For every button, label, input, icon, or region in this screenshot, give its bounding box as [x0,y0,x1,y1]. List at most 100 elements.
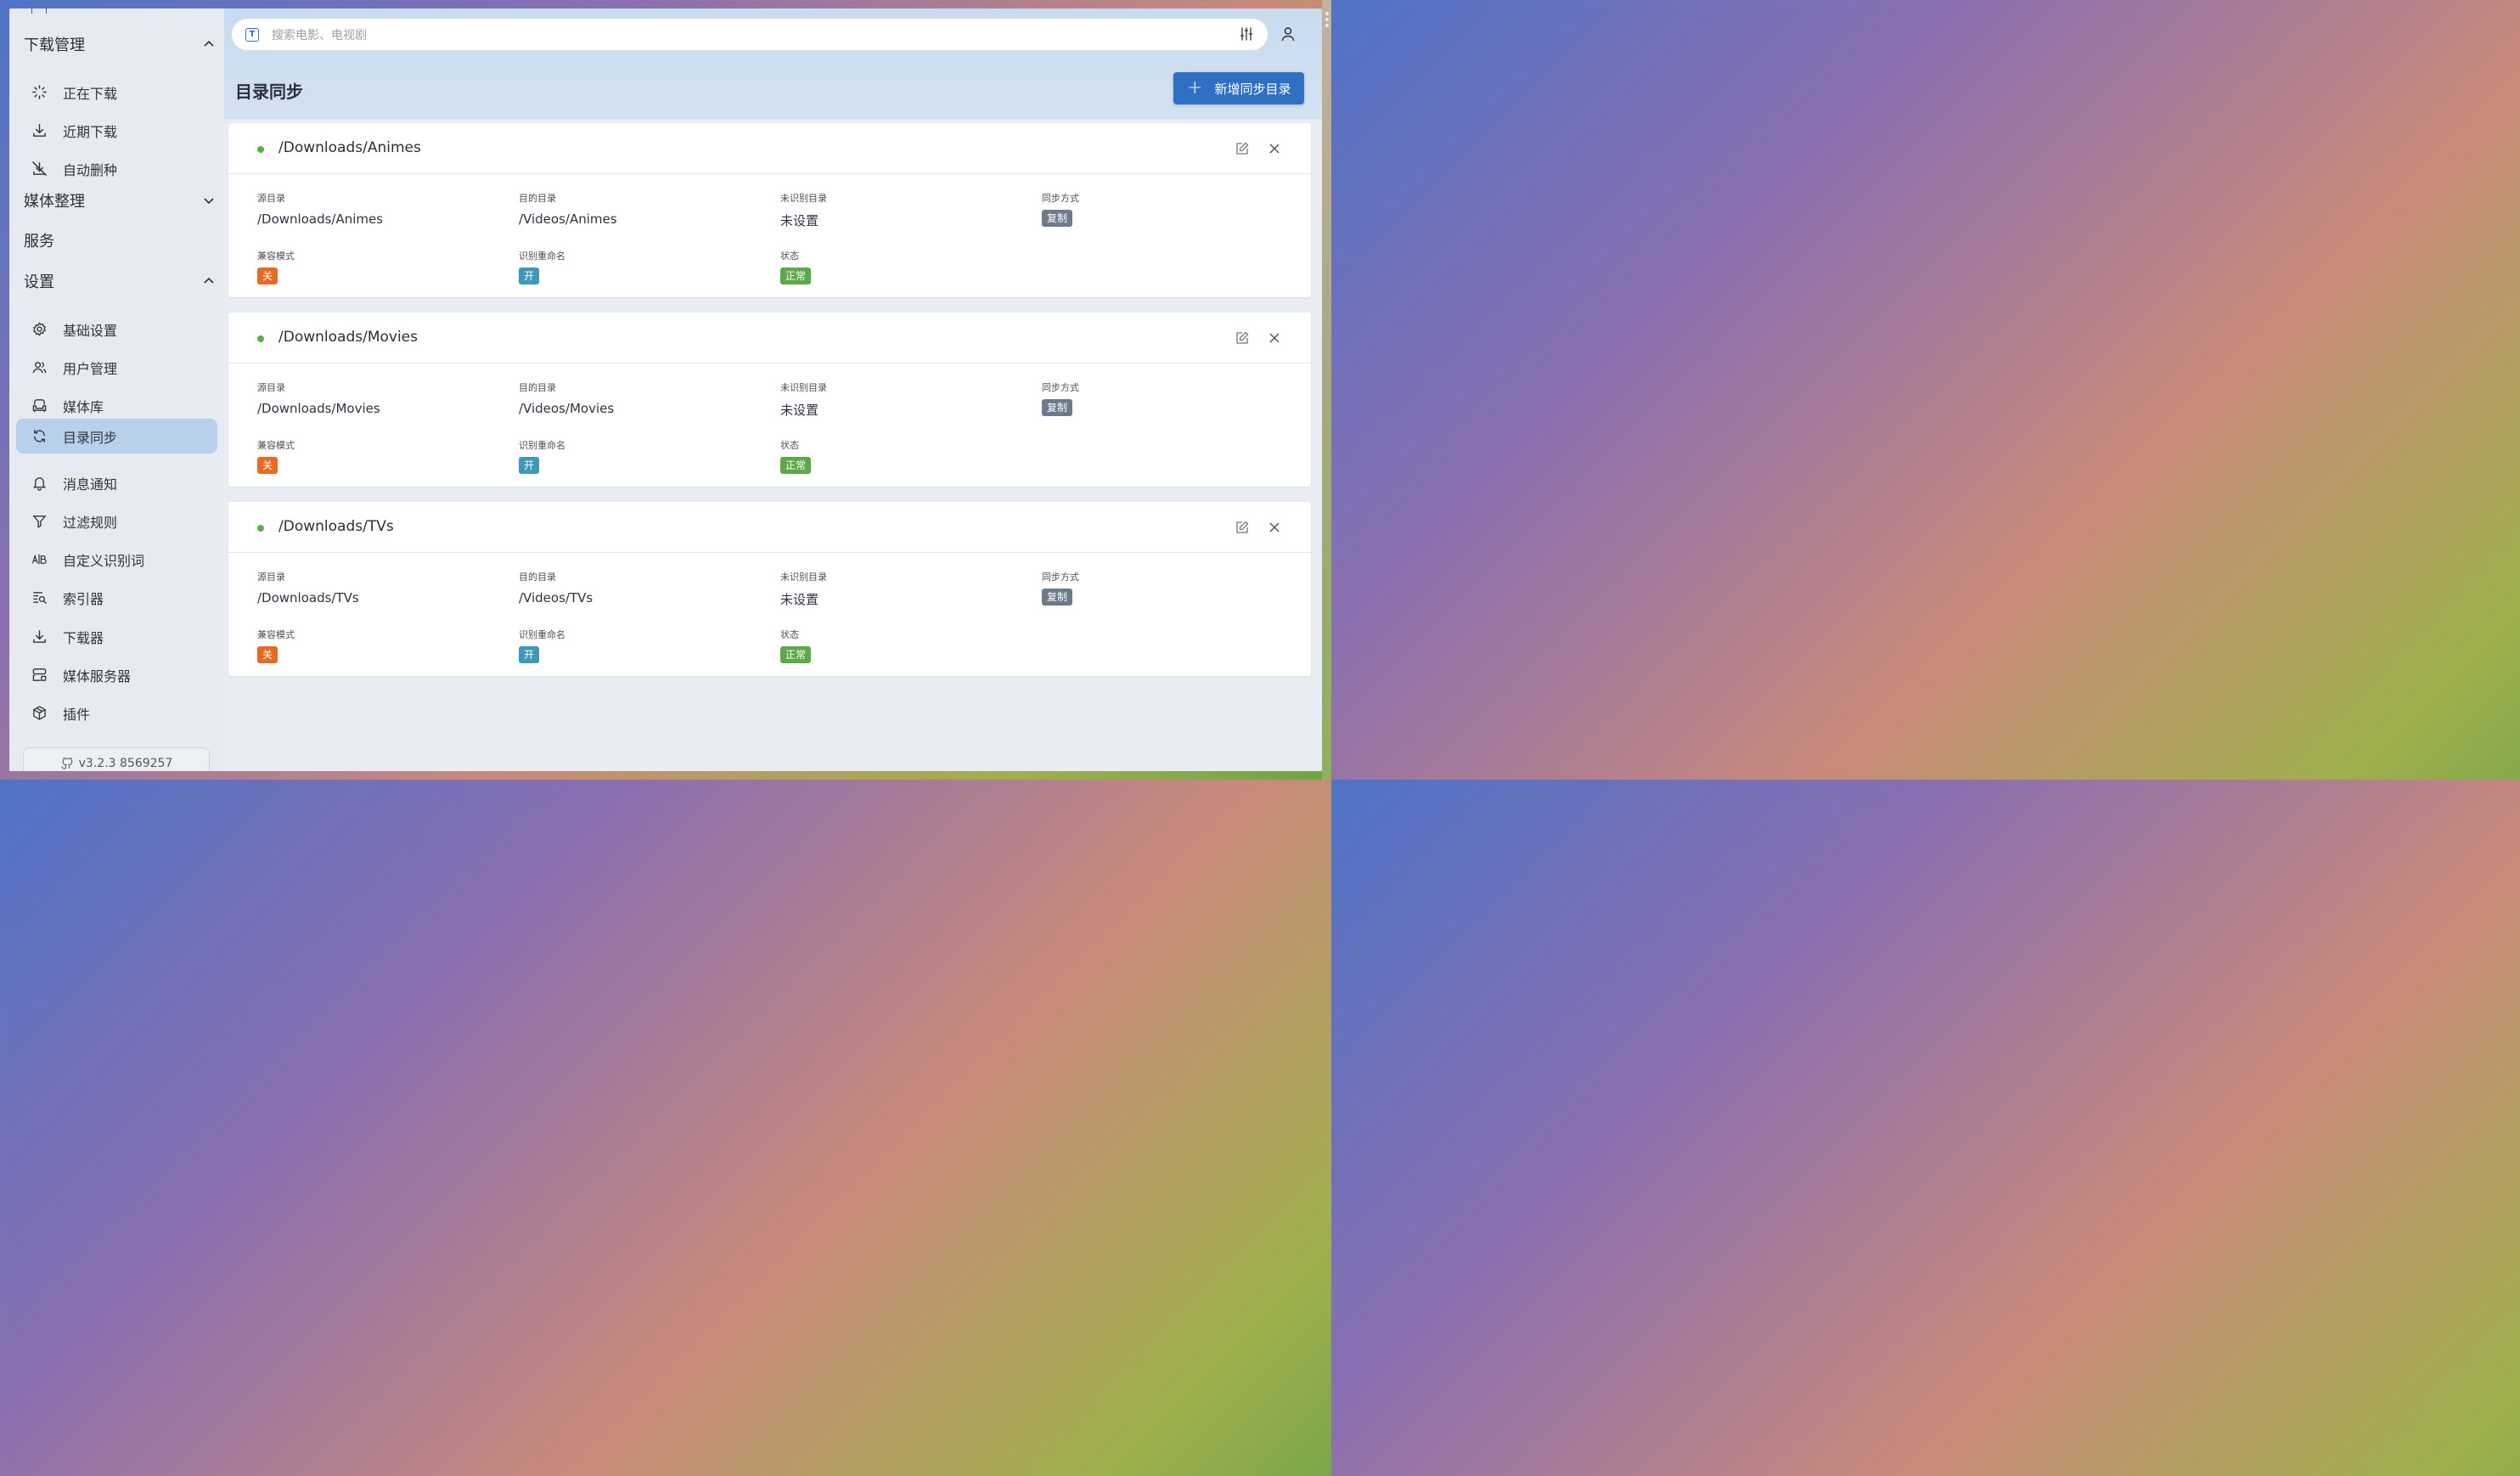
download-icon [31,122,48,139]
sliders-icon[interactable] [1239,26,1254,42]
field-label: 未识别目录 [780,382,827,393]
card-header: /Downloads/Animes [228,123,1311,174]
loader-icon [31,84,48,101]
field-label: 同步方式 [1042,572,1079,583]
edit-icon[interactable] [1235,141,1250,156]
close-icon[interactable] [1268,331,1281,345]
field-label: 目的目录 [519,572,556,583]
field-status: 状态 正常 [780,438,812,474]
search-bar[interactable]: T 搜索电影、电视剧 [232,19,1268,50]
user-icon[interactable] [1280,25,1297,42]
sidebar-item-library[interactable]: 媒体库 [16,388,217,423]
add-sync-dir-label: 新增同步目录 [1214,81,1291,97]
sidebar-item-auto-delete[interactable]: 自动删种 [16,151,217,186]
edit-icon[interactable] [1235,520,1250,535]
field-mode: 同步方式 复制 [1042,380,1079,416]
package-icon [31,705,48,722]
clipped-menu-item [31,8,116,14]
compat-badge: 关 [257,457,278,474]
sidebar-item-downloader[interactable]: 下载器 [16,619,217,654]
text-recognition-icon [31,551,48,568]
add-sync-dir-button[interactable]: + 新增同步目录 [1173,72,1304,104]
compat-badge: 关 [257,646,278,663]
sidebar-item-basic-settings[interactable]: 基础设置 [16,312,217,346]
sidebar-item-label: 媒体服务器 [63,668,132,684]
sidebar-item-plugins[interactable]: 插件 [16,696,217,730]
download-icon [31,628,48,645]
card-title: /Downloads/Movies [278,329,418,346]
github-icon [60,757,72,769]
field-unknown: 未识别目录 未设置 [780,380,827,419]
field-label: 源目录 [257,193,285,204]
field-rename: 识别重命名 开 [519,249,565,284]
edit-icon[interactable] [1235,330,1250,346]
sidebar-item-filter-rules[interactable]: 过滤规则 [16,504,217,538]
status-badge: 正常 [780,457,812,474]
field-label: 目的目录 [519,193,556,204]
field-label: 目的目录 [519,382,556,393]
rename-badge: 开 [519,646,540,663]
sync-dir-card: /Downloads/Movies 源目录 /Downloads/Movies … [228,313,1311,487]
card-title: /Downloads/TVs [278,518,394,535]
field-value: 未设置 [780,403,819,418]
sidebar-item-label: 消息通知 [63,476,118,493]
field-status: 状态 正常 [780,628,812,663]
sidebar-item-label: 正在下载 [63,85,118,102]
version-text: v3.2.3 8569257 [78,757,173,770]
card-header: /Downloads/Movies [228,313,1311,363]
sidebar-item-label: 目录同步 [63,429,118,446]
sidebar-item-dir-sync[interactable]: 目录同步 [16,419,217,454]
sidebar-item-downloading[interactable]: 正在下载 [16,75,217,110]
close-icon[interactable] [1268,521,1281,534]
search-input[interactable]: 搜索电影、电视剧 [272,28,367,42]
rename-badge: 开 [519,268,540,284]
sidebar-item-label: 自动删种 [63,161,118,178]
nav-group-media[interactable]: 媒体整理 [24,187,216,214]
mode-badge: 复制 [1042,399,1073,416]
filter-icon [31,513,48,530]
sidebar: 下载管理 正在下载 近期下载 自动删种 媒体整理 服务 设置 基础设置 [9,8,224,771]
field-label: 同步方式 [1042,382,1079,393]
field-dest: 目的目录 /Videos/Animes [519,191,617,227]
sidebar-item-indexer[interactable]: 索引器 [16,580,217,615]
users-icon [31,359,48,376]
sidebar-item-label: 自定义识别词 [63,552,145,569]
page-title: 目录同步 [235,82,303,102]
nav-group-service[interactable]: 服务 [24,227,216,254]
close-icon[interactable] [1268,142,1281,155]
nav-group-settings[interactable]: 设置 [24,268,216,295]
chevron-up-icon [204,277,214,284]
sidebar-item-media-server[interactable]: 媒体服务器 [16,657,217,692]
field-compat: 兼容模式 关 [257,628,295,663]
nav-group-media-label: 媒体整理 [24,193,85,211]
field-source: 源目录 /Downloads/Movies [257,380,380,416]
sidebar-item-recent[interactable]: 近期下载 [16,113,217,148]
nav-group-service-label: 服务 [24,233,54,251]
sync-dir-card: /Downloads/TVs 源目录 /Downloads/TVs 目的目录 /… [228,502,1311,676]
sidebar-item-label: 用户管理 [63,360,118,377]
field-label: 源目录 [257,572,285,583]
chevron-down-icon [204,198,214,205]
card-title: /Downloads/Animes [278,139,421,156]
field-label: 识别重命名 [519,440,565,451]
field-label: 同步方式 [1042,193,1079,204]
sidebar-item-label: 插件 [63,706,91,723]
sidebar-item-users[interactable]: 用户管理 [16,350,217,385]
main-content: T 搜索电影、电视剧 目录同步 + 新增同步目录 /Downloads/Anim… [224,8,1322,771]
field-compat: 兼容模式 关 [257,438,295,474]
window-grip-icon[interactable] [1325,12,1329,30]
sidebar-item-label: 过滤规则 [63,514,118,531]
version-badge[interactable]: v3.2.3 8569257 [23,747,210,771]
status-dot [257,335,264,342]
sidebar-item-custom-words[interactable]: 自定义识别词 [16,542,217,577]
armchair-icon [31,397,48,414]
field-label: 源目录 [257,382,285,393]
field-value: /Downloads/Animes [257,211,384,227]
nav-group-download[interactable]: 下载管理 [24,31,216,58]
field-value: /Videos/Movies [519,401,615,416]
field-label: 未识别目录 [780,193,827,204]
field-status: 状态 正常 [780,249,812,284]
field-label: 未识别目录 [780,572,827,583]
sidebar-item-notifications[interactable]: 消息通知 [16,465,217,500]
server-icon [31,667,48,684]
